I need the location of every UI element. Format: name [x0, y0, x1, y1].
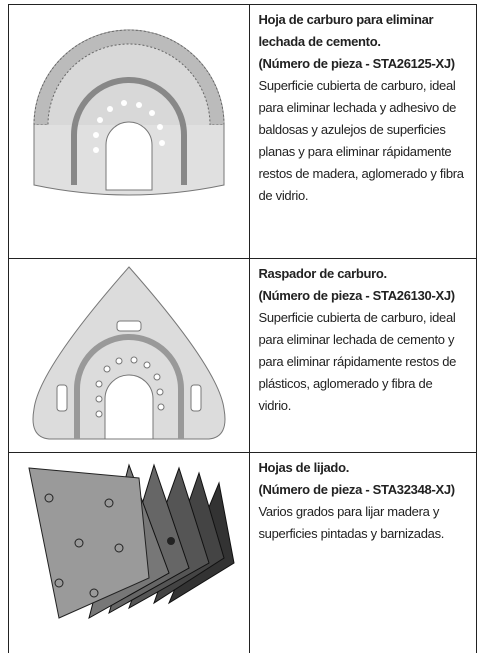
product-title: Raspador de carburo. [258, 266, 387, 281]
table-row: Raspador de carburo. (Número de pieza - … [9, 258, 477, 452]
text-cell: Hoja de carburo para eliminar lechada de… [250, 5, 477, 258]
table-row: Hoja de carburo para eliminar lechada de… [9, 4, 477, 258]
part-number: (Número de pieza - STA32348-XJ) [258, 482, 455, 497]
grout-blade-image [33, 29, 225, 196]
product-table: Hoja de carburo para eliminar lechada de… [8, 4, 477, 653]
sanding-sheets-image [28, 463, 235, 620]
product-title: Hoja de carburo para eliminar lechada de… [258, 12, 434, 49]
description: Varios grados para lijar madera y superf… [258, 504, 445, 541]
image-cell [9, 5, 251, 258]
description: Superficie cubierta de carburo, ideal pa… [258, 78, 464, 203]
part-number: (Número de pieza - STA26125-XJ) [258, 56, 455, 71]
part-number: (Número de pieza - STA26130-XJ) [258, 288, 455, 303]
table-row: Hojas de lijado. (Número de pieza - STA3… [9, 452, 477, 653]
text-cell: Raspador de carburo. (Número de pieza - … [250, 259, 477, 452]
description: Superficie cubierta de carburo, ideal pa… [258, 310, 457, 413]
image-cell [9, 453, 251, 653]
image-cell [9, 259, 251, 452]
text-cell: Hojas de lijado. (Número de pieza - STA3… [250, 453, 477, 653]
scraper-image [32, 266, 226, 440]
product-title: Hojas de lijado. [258, 460, 350, 475]
